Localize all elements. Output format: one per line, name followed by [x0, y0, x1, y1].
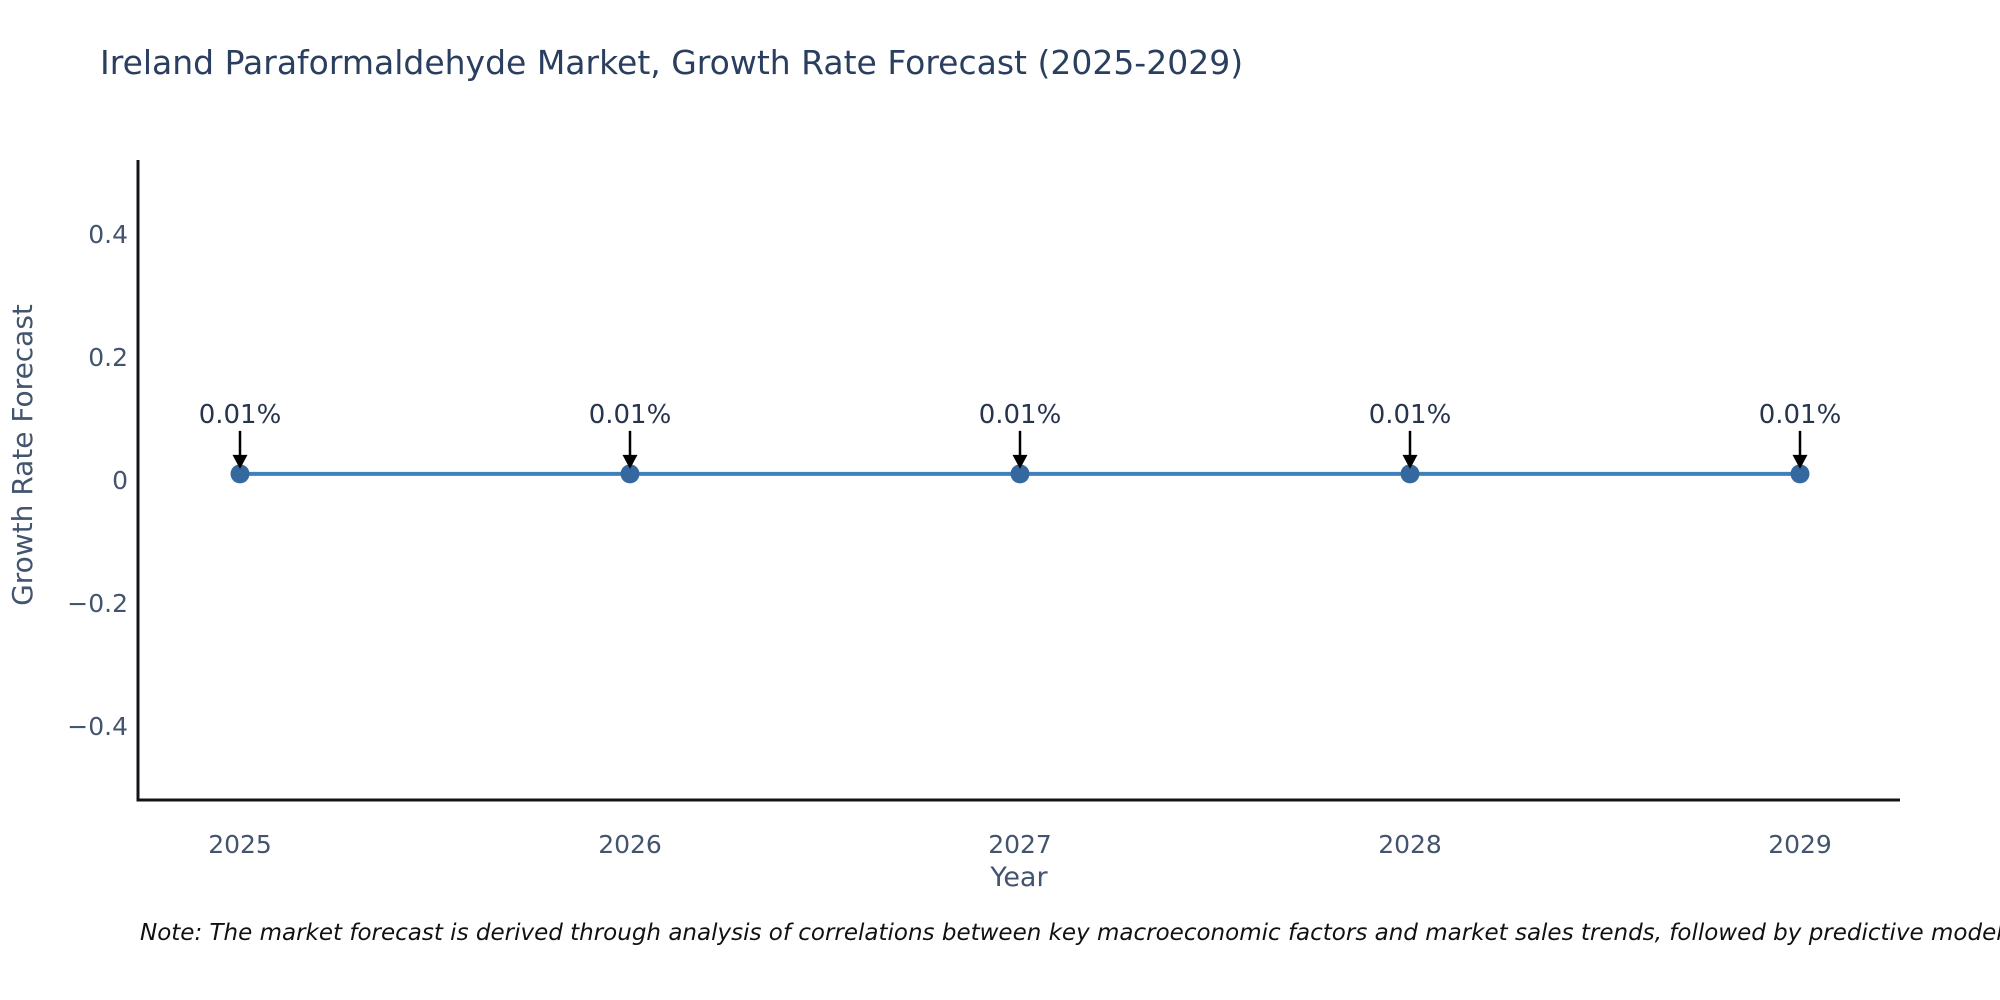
data-point[interactable] [1790, 464, 1810, 484]
x-tick-label: 2027 [988, 830, 1052, 859]
series-layer [230, 464, 1810, 484]
x-tick-label: 2026 [598, 830, 662, 859]
point-annotation: 0.01% [1369, 400, 1452, 430]
chart-title: Ireland Paraformaldehyde Market, Growth … [100, 43, 1244, 82]
annotation-arrowhead-icon [1012, 454, 1028, 469]
y-tick-label: −0.4 [67, 712, 128, 741]
y-tick-label: 0.2 [88, 343, 128, 372]
data-point[interactable] [1400, 464, 1420, 484]
point-annotation: 0.01% [589, 400, 672, 430]
point-annotation: 0.01% [199, 400, 282, 430]
y-tick-label: 0 [112, 466, 128, 495]
y-tick-labels: 0.4 0.2 0 −0.2 −0.4 [67, 220, 128, 741]
point-annotation: 0.01% [1759, 400, 1842, 430]
x-tick-labels: 2025 2026 2027 2028 2029 [208, 830, 1832, 859]
x-axis-title: Year [989, 862, 1048, 893]
footnote: Note: The market forecast is derived thr… [140, 920, 2000, 946]
data-point[interactable] [230, 464, 250, 484]
x-tick-label: 2025 [208, 830, 272, 859]
y-axis-title: Growth Rate Forecast [6, 304, 39, 606]
annotation-arrowhead-icon [232, 454, 248, 469]
annotation-arrowhead-icon [1402, 454, 1418, 469]
data-point[interactable] [1010, 464, 1030, 484]
y-tick-label: 0.4 [88, 220, 128, 249]
data-point[interactable] [620, 464, 640, 484]
y-tick-label: −0.2 [67, 589, 128, 618]
x-tick-label: 2029 [1768, 830, 1832, 859]
x-tick-label: 2028 [1378, 830, 1442, 859]
point-annotation: 0.01% [979, 400, 1062, 430]
annotation-arrowhead-icon [1792, 454, 1808, 469]
annotation-arrowhead-icon [622, 454, 638, 469]
annotation-layer: 0.01% 0.01% 0.01% 0.01% 0.01% [199, 400, 1842, 469]
